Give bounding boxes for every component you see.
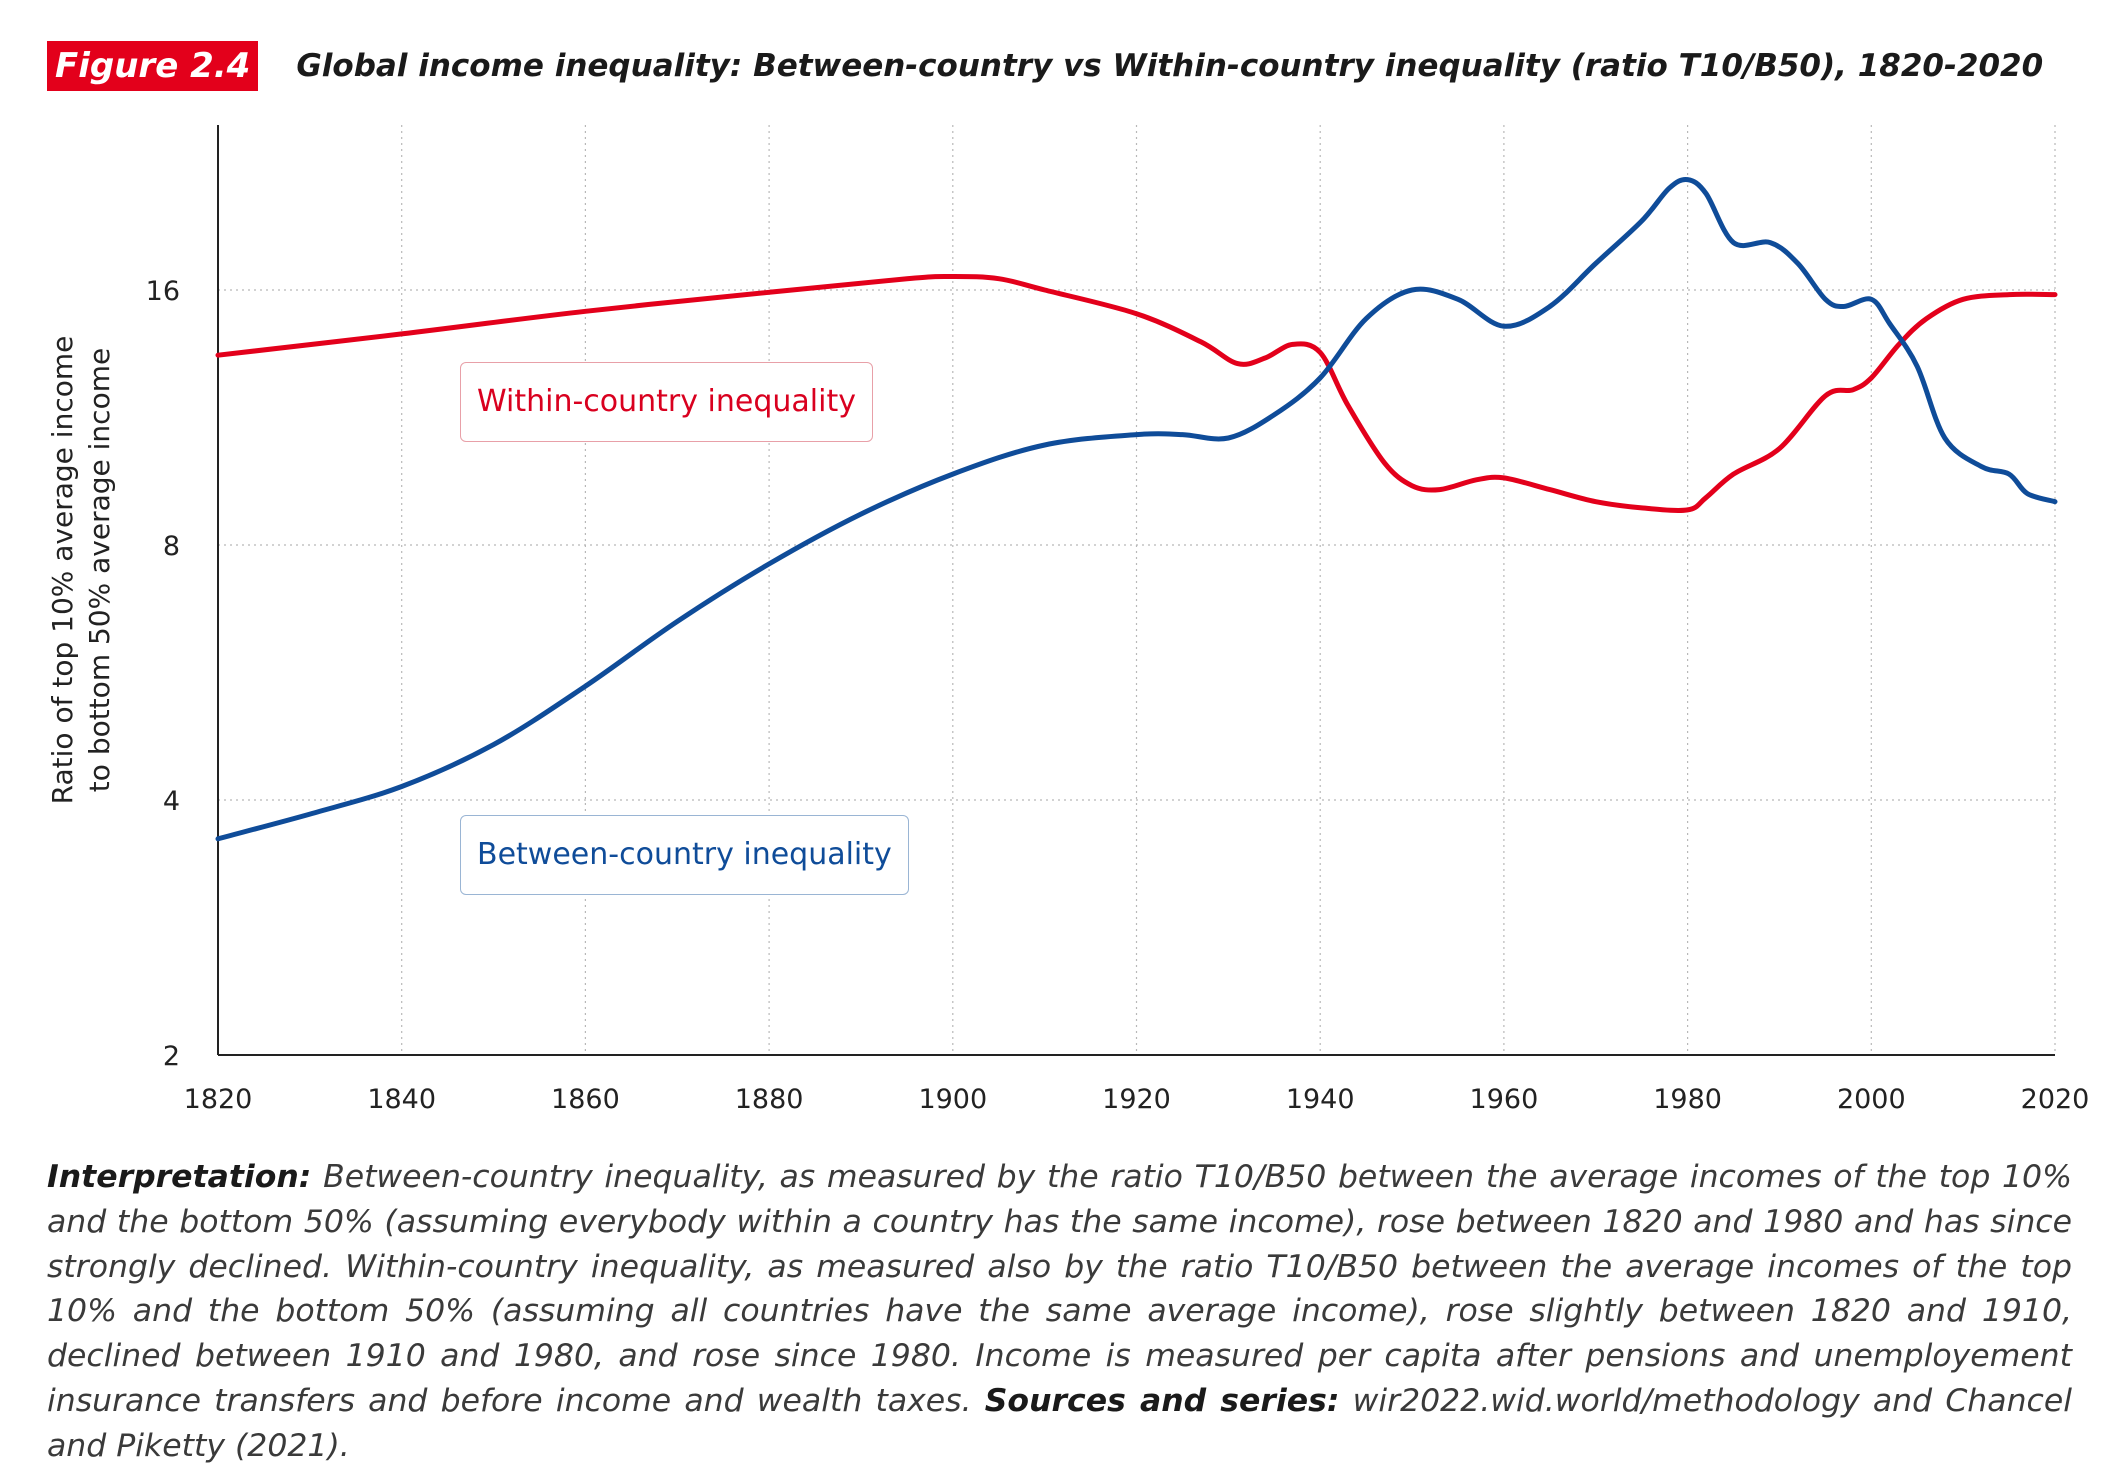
x-tick-label: 2000 — [1837, 1084, 1906, 1115]
x-tick-label: 1880 — [735, 1084, 804, 1115]
sources-heading: Sources and series: — [984, 1382, 1340, 1419]
series-lines — [215, 176, 2058, 842]
x-tick-label: 1920 — [1102, 1084, 1171, 1115]
x-tick-label: 1820 — [184, 1084, 253, 1115]
x-tick-label: 1900 — [918, 1084, 987, 1115]
y-tick-label: 8 — [163, 531, 180, 562]
between-country-line — [215, 176, 2058, 842]
x-tick-label: 2020 — [2021, 1084, 2090, 1115]
chart-title: Global income inequality: Between-countr… — [296, 48, 2044, 84]
line-chart: 1820 1840 1860 1880 1900 1920 1940 1960 1980 2000… — [46, 125, 2090, 1115]
x-tick-labels: 1820 1840 1860 1880 1900 1920 1940 1960 1980 2000… — [184, 1084, 2090, 1115]
y-tick-label: 4 — [163, 786, 180, 817]
y-tick-labels: 2 4 8 16 — [146, 276, 180, 1072]
figure-header: Figure 2.4 Global income inequality: Bet… — [47, 40, 2043, 92]
y-tick-label: 16 — [146, 276, 180, 307]
y-axis-label-line: Ratio of top 10% average income — [46, 336, 79, 805]
sources-text: wir2022.wid.world/methodology and Chance… — [47, 1382, 2072, 1464]
y-tick-label: 2 — [163, 1041, 180, 1072]
within-country-label: Within-country inequality — [460, 362, 873, 442]
axes — [217, 125, 2055, 1056]
y-axis-label: Ratio of top 10% average income to bottom… — [46, 336, 116, 805]
x-tick-label: 1940 — [1286, 1084, 1355, 1115]
interpretation-text: Between-country inequality, as measured … — [47, 1159, 2073, 1419]
y-axis-label-line: to bottom 50% average income — [83, 348, 116, 792]
interpretation-note: Interpretation: Between-country inequali… — [47, 1155, 2072, 1469]
x-tick-label: 1840 — [367, 1084, 436, 1115]
grid — [218, 125, 2056, 1055]
x-tick-label: 1860 — [551, 1084, 620, 1115]
x-tick-label: 1980 — [1653, 1084, 1722, 1115]
interpretation-heading: Interpretation: — [47, 1159, 312, 1195]
figure-tag: Figure 2.4 — [47, 41, 259, 91]
x-tick-label: 1960 — [1470, 1084, 1539, 1115]
within-country-line — [215, 273, 2058, 513]
between-country-label: Between-country inequality — [460, 815, 909, 895]
